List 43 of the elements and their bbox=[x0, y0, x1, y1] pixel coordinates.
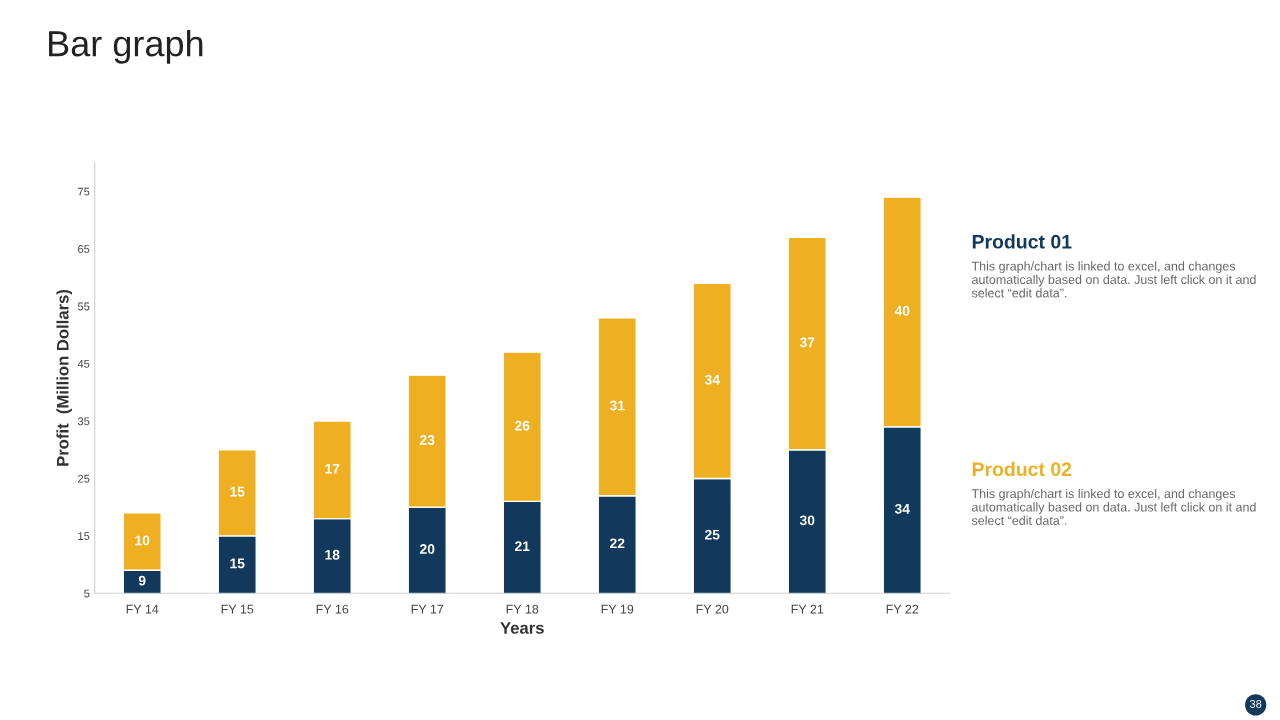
x-tick-label: FY 20 bbox=[696, 604, 729, 614]
data-label: 21 bbox=[515, 541, 530, 551]
x-tick-label: FY 18 bbox=[506, 604, 539, 614]
text: Product 02 bbox=[972, 461, 1072, 477]
data-label: 40 bbox=[894, 305, 910, 316]
data-label: 9 bbox=[138, 575, 146, 586]
text: This graph/chart is linked to excel, and changes automatically based on data. Just left click on it and select “edit data”. bbox=[971, 261, 1256, 298]
x-tick-label: FY 14 bbox=[126, 604, 159, 614]
data-label: 15 bbox=[230, 486, 245, 497]
x-axis-title: Years bbox=[500, 622, 544, 634]
y-tick-label: 65 bbox=[78, 245, 90, 253]
y-tick-label: 35 bbox=[77, 417, 90, 426]
x-tick-label: FY 22 bbox=[886, 604, 919, 614]
data-label: 22 bbox=[610, 538, 625, 549]
chart-title: Bar graph bbox=[49, 29, 203, 64]
y-tick-label: 75 bbox=[78, 187, 90, 196]
x-tick-label: FY 21 bbox=[791, 604, 824, 614]
text: This graph/chart is linked to excel, and changes automatically based on data. Just left click on it and select “edit data”. bbox=[971, 488, 1256, 525]
data-label: 18 bbox=[325, 549, 340, 560]
x-tick-label: FY 19 bbox=[601, 604, 634, 614]
data-label: 37 bbox=[799, 337, 815, 348]
data-label: 34 bbox=[704, 374, 720, 385]
text: 38 bbox=[1249, 699, 1262, 708]
y-tick-label: 5 bbox=[84, 589, 90, 598]
data-label: 34 bbox=[894, 503, 910, 514]
y-tick-label: 15 bbox=[78, 532, 90, 541]
text: Product 01 bbox=[972, 234, 1072, 249]
data-label: 10 bbox=[135, 535, 150, 546]
data-label: 25 bbox=[705, 529, 720, 540]
data-label: 31 bbox=[609, 400, 625, 411]
y-tick-label: 45 bbox=[77, 360, 90, 368]
y-tick-label: 55 bbox=[77, 302, 90, 311]
y-axis-title: Profit (Million Dollars) bbox=[56, 289, 72, 466]
data-label: 26 bbox=[515, 420, 530, 431]
x-tick-label: FY 16 bbox=[316, 604, 349, 614]
data-label: 30 bbox=[799, 515, 815, 526]
data-label: 23 bbox=[419, 435, 435, 445]
x-tick-label: FY 17 bbox=[411, 604, 444, 614]
y-tick-label: 25 bbox=[78, 474, 90, 483]
data-label: 20 bbox=[419, 544, 435, 554]
data-label: 17 bbox=[325, 463, 340, 474]
data-label: 15 bbox=[230, 558, 245, 569]
x-tick-label: FY 15 bbox=[221, 604, 254, 614]
